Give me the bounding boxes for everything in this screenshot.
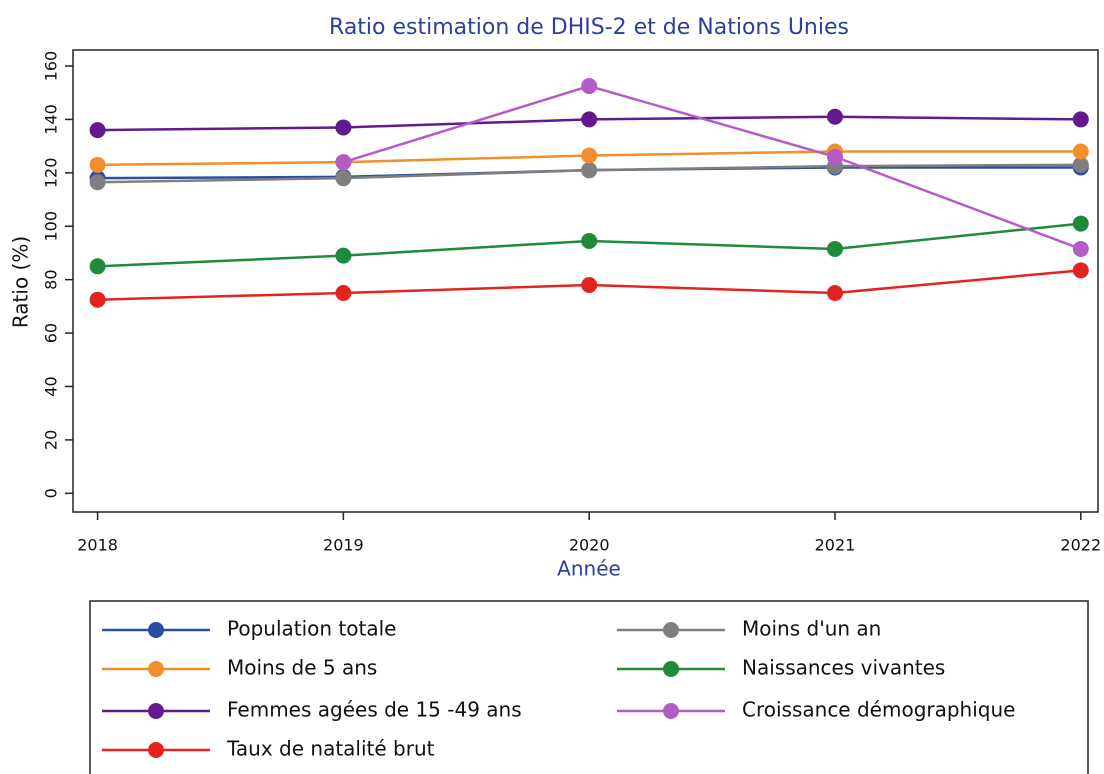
legend-label: Naissances vivantes <box>742 656 945 680</box>
series-point <box>89 258 106 275</box>
x-tick-label: 2020 <box>569 536 610 555</box>
series-point <box>89 291 106 308</box>
series-point <box>826 148 843 165</box>
legend-swatch-dot <box>663 661 679 677</box>
legend-swatch-dot <box>148 703 164 719</box>
series-point <box>1072 143 1089 160</box>
y-tick-label: 120 <box>42 158 61 189</box>
series-point <box>89 122 106 139</box>
legend-label: Moins d'un an <box>742 617 881 641</box>
series-point <box>1072 156 1089 173</box>
series-point <box>335 154 352 171</box>
legend-label: Taux de natalité brut <box>226 737 435 761</box>
series-point <box>335 285 352 302</box>
legend-swatch-dot <box>148 742 164 758</box>
y-tick-label: 160 <box>42 51 61 82</box>
series-point <box>581 78 598 95</box>
series-point <box>335 247 352 264</box>
x-tick-label: 2018 <box>77 536 118 555</box>
legend-swatch-dot <box>148 661 164 677</box>
series-point <box>581 111 598 128</box>
series-point <box>89 174 106 191</box>
plot-frame <box>72 49 1099 513</box>
series-point <box>826 240 843 257</box>
legend-frame <box>89 600 1089 774</box>
y-tick-label: 20 <box>42 430 61 450</box>
series-point <box>1072 215 1089 232</box>
series-point <box>1072 240 1089 257</box>
series-point <box>1072 111 1089 128</box>
series-point <box>89 156 106 173</box>
series-point <box>826 108 843 125</box>
y-axis-label: Ratio (%) <box>9 236 33 328</box>
legend-label: Croissance démographique <box>742 698 1015 722</box>
series-point <box>581 232 598 249</box>
series-point <box>1072 262 1089 279</box>
series-point <box>335 119 352 136</box>
y-tick-label: 80 <box>42 269 61 289</box>
y-tick-label: 40 <box>42 376 61 396</box>
y-tick-label: 60 <box>42 323 61 343</box>
y-tick-label: 140 <box>42 104 61 135</box>
chart-title: Ratio estimation de DHIS-2 et de Nations… <box>329 15 849 40</box>
legend-swatch-dot <box>663 622 679 638</box>
legend-label: Femmes agées de 15 -49 ans <box>227 698 522 722</box>
series-point <box>826 285 843 302</box>
series-point <box>581 147 598 164</box>
x-axis-label: Année <box>557 557 621 581</box>
series-point <box>335 170 352 187</box>
series-point <box>581 162 598 179</box>
series-point <box>581 277 598 294</box>
legend-label: Moins de 5 ans <box>227 656 377 680</box>
y-tick-label: 100 <box>42 211 61 242</box>
legend-label: Population totale <box>227 617 396 641</box>
legend-swatch-dot <box>663 703 679 719</box>
x-tick-label: 2022 <box>1060 536 1101 555</box>
series-line <box>343 84 1082 251</box>
legend-swatch-dot <box>148 622 164 638</box>
x-tick-label: 2021 <box>815 536 856 555</box>
y-tick-label: 0 <box>42 488 61 498</box>
x-tick-label: 2019 <box>323 536 364 555</box>
